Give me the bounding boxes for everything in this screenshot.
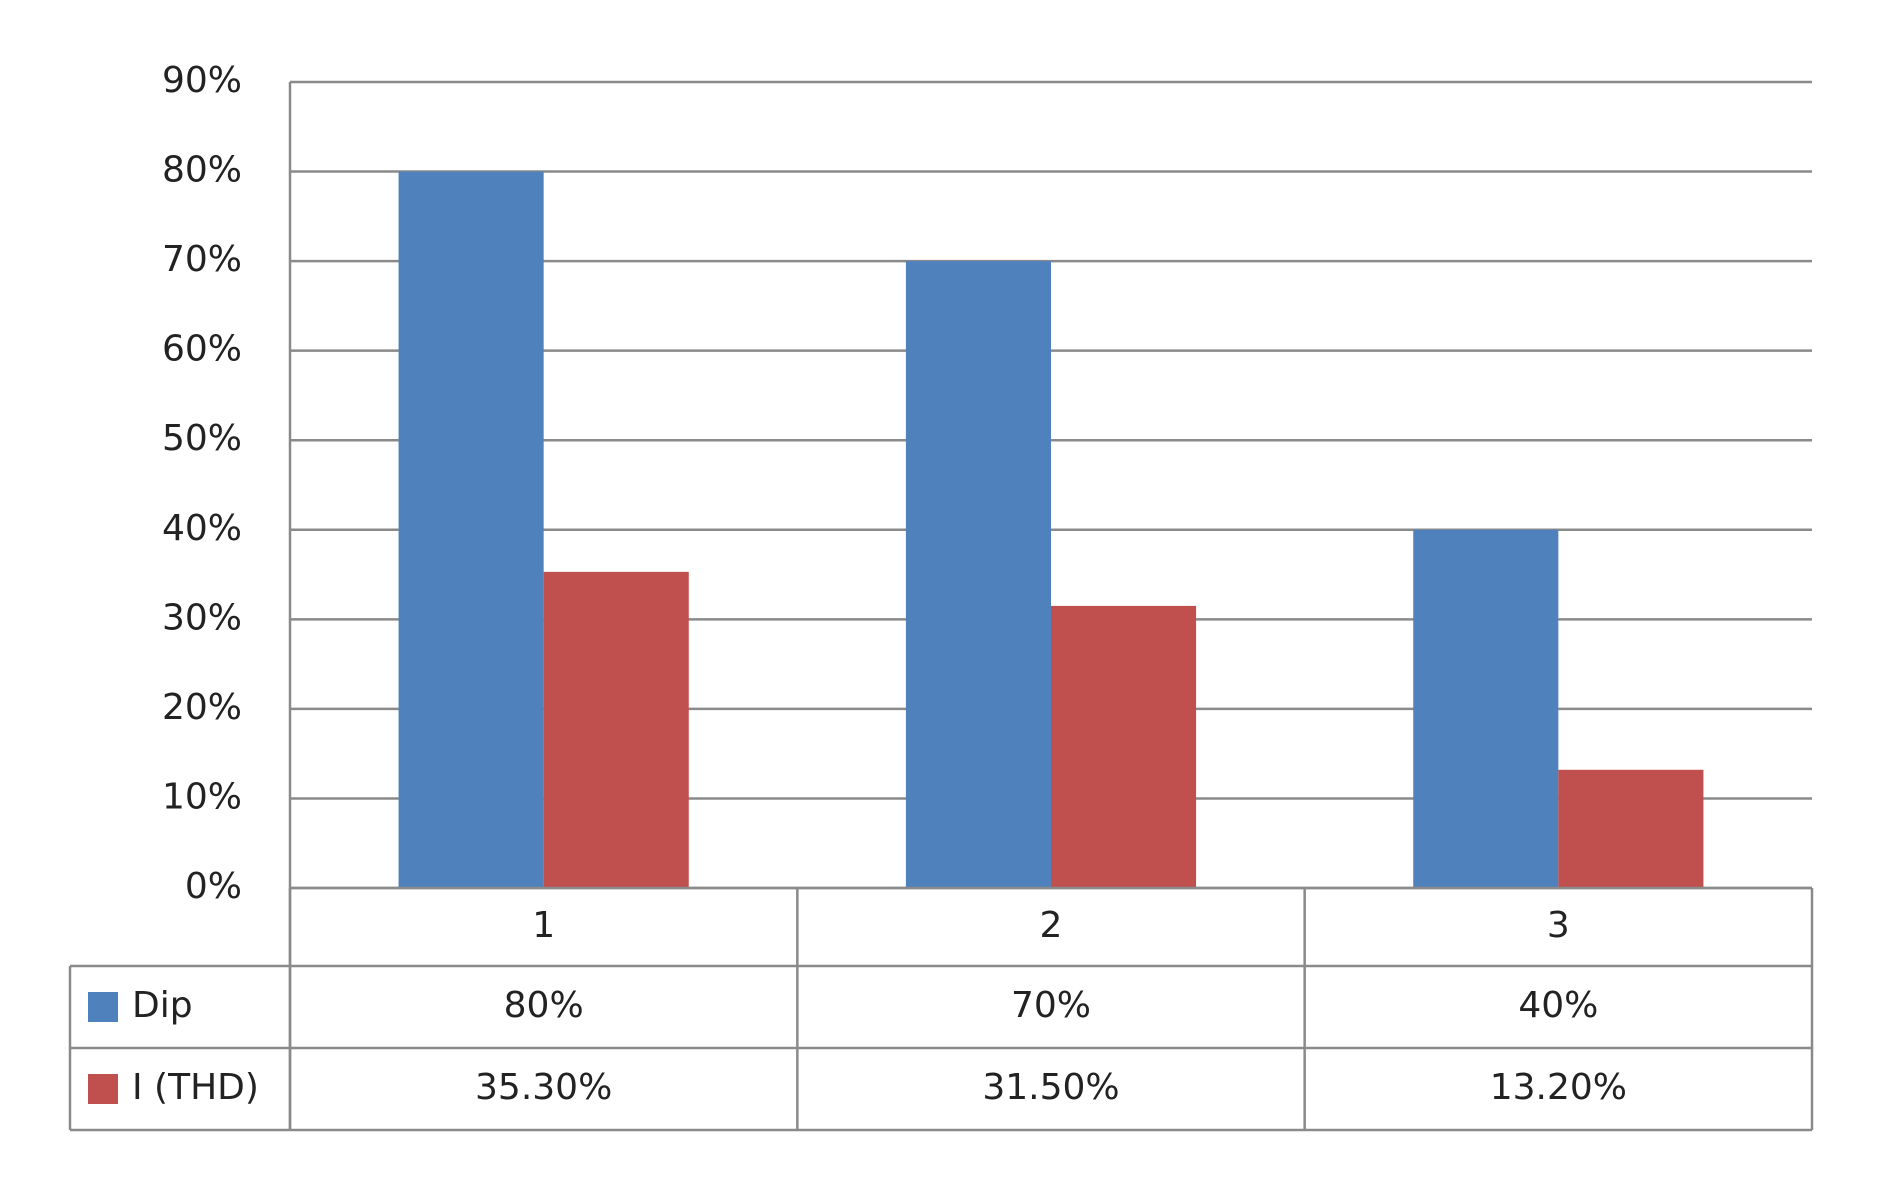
y-tick-label: 70% (162, 239, 242, 280)
x-tick-label: 3 (1547, 905, 1570, 946)
bar (543, 571, 689, 888)
y-tick-label: 90% (162, 60, 242, 101)
bar (1051, 605, 1197, 888)
table-value: 35.30% (475, 1067, 612, 1108)
table-value: 70% (1011, 985, 1091, 1026)
legend-label: I (THD) (132, 1067, 259, 1108)
legend-swatch (88, 992, 118, 1022)
y-tick-label: 50% (162, 418, 242, 459)
legend-swatch (88, 1074, 118, 1104)
bar (905, 261, 1051, 889)
y-tick-label: 80% (162, 150, 242, 191)
y-tick-label: 40% (162, 508, 242, 549)
y-tick-label: 20% (162, 687, 242, 728)
y-tick-label: 30% (162, 597, 242, 638)
table-value: 31.50% (982, 1067, 1119, 1108)
bar (398, 171, 544, 889)
y-tick-label: 10% (162, 776, 242, 817)
y-tick-label: 0% (185, 866, 242, 907)
table-value: 80% (504, 985, 584, 1026)
bar (1413, 529, 1559, 888)
x-tick-label: 2 (1040, 905, 1063, 946)
y-tick-label: 60% (162, 329, 242, 370)
table-value: 13.20% (1490, 1067, 1627, 1108)
table-value: 40% (1518, 985, 1598, 1026)
legend-label: Dip (132, 985, 193, 1026)
bar (1558, 769, 1704, 888)
x-tick-label: 1 (532, 905, 555, 946)
